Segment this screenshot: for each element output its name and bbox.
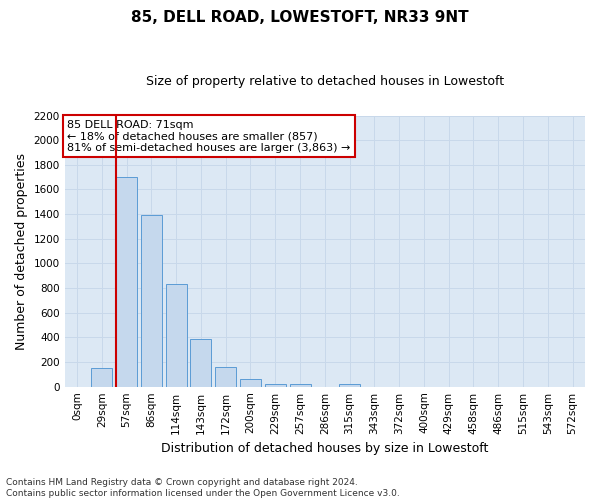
Bar [91,368,112,386]
X-axis label: Distribution of detached houses by size in Lowestoft: Distribution of detached houses by size … [161,442,488,455]
Bar [265,384,286,386]
Bar [141,216,162,386]
Y-axis label: Number of detached properties: Number of detached properties [15,152,28,350]
Bar [339,384,360,386]
Text: 85 DELL ROAD: 71sqm
← 18% of detached houses are smaller (857)
81% of semi-detac: 85 DELL ROAD: 71sqm ← 18% of detached ho… [67,120,350,153]
Text: 85, DELL ROAD, LOWESTOFT, NR33 9NT: 85, DELL ROAD, LOWESTOFT, NR33 9NT [131,10,469,25]
Bar [166,284,187,386]
Bar [190,339,211,386]
Bar [240,378,261,386]
Bar [215,367,236,386]
Bar [116,177,137,386]
Title: Size of property relative to detached houses in Lowestoft: Size of property relative to detached ho… [146,75,504,88]
Text: Contains HM Land Registry data © Crown copyright and database right 2024.
Contai: Contains HM Land Registry data © Crown c… [6,478,400,498]
Bar [290,384,311,386]
